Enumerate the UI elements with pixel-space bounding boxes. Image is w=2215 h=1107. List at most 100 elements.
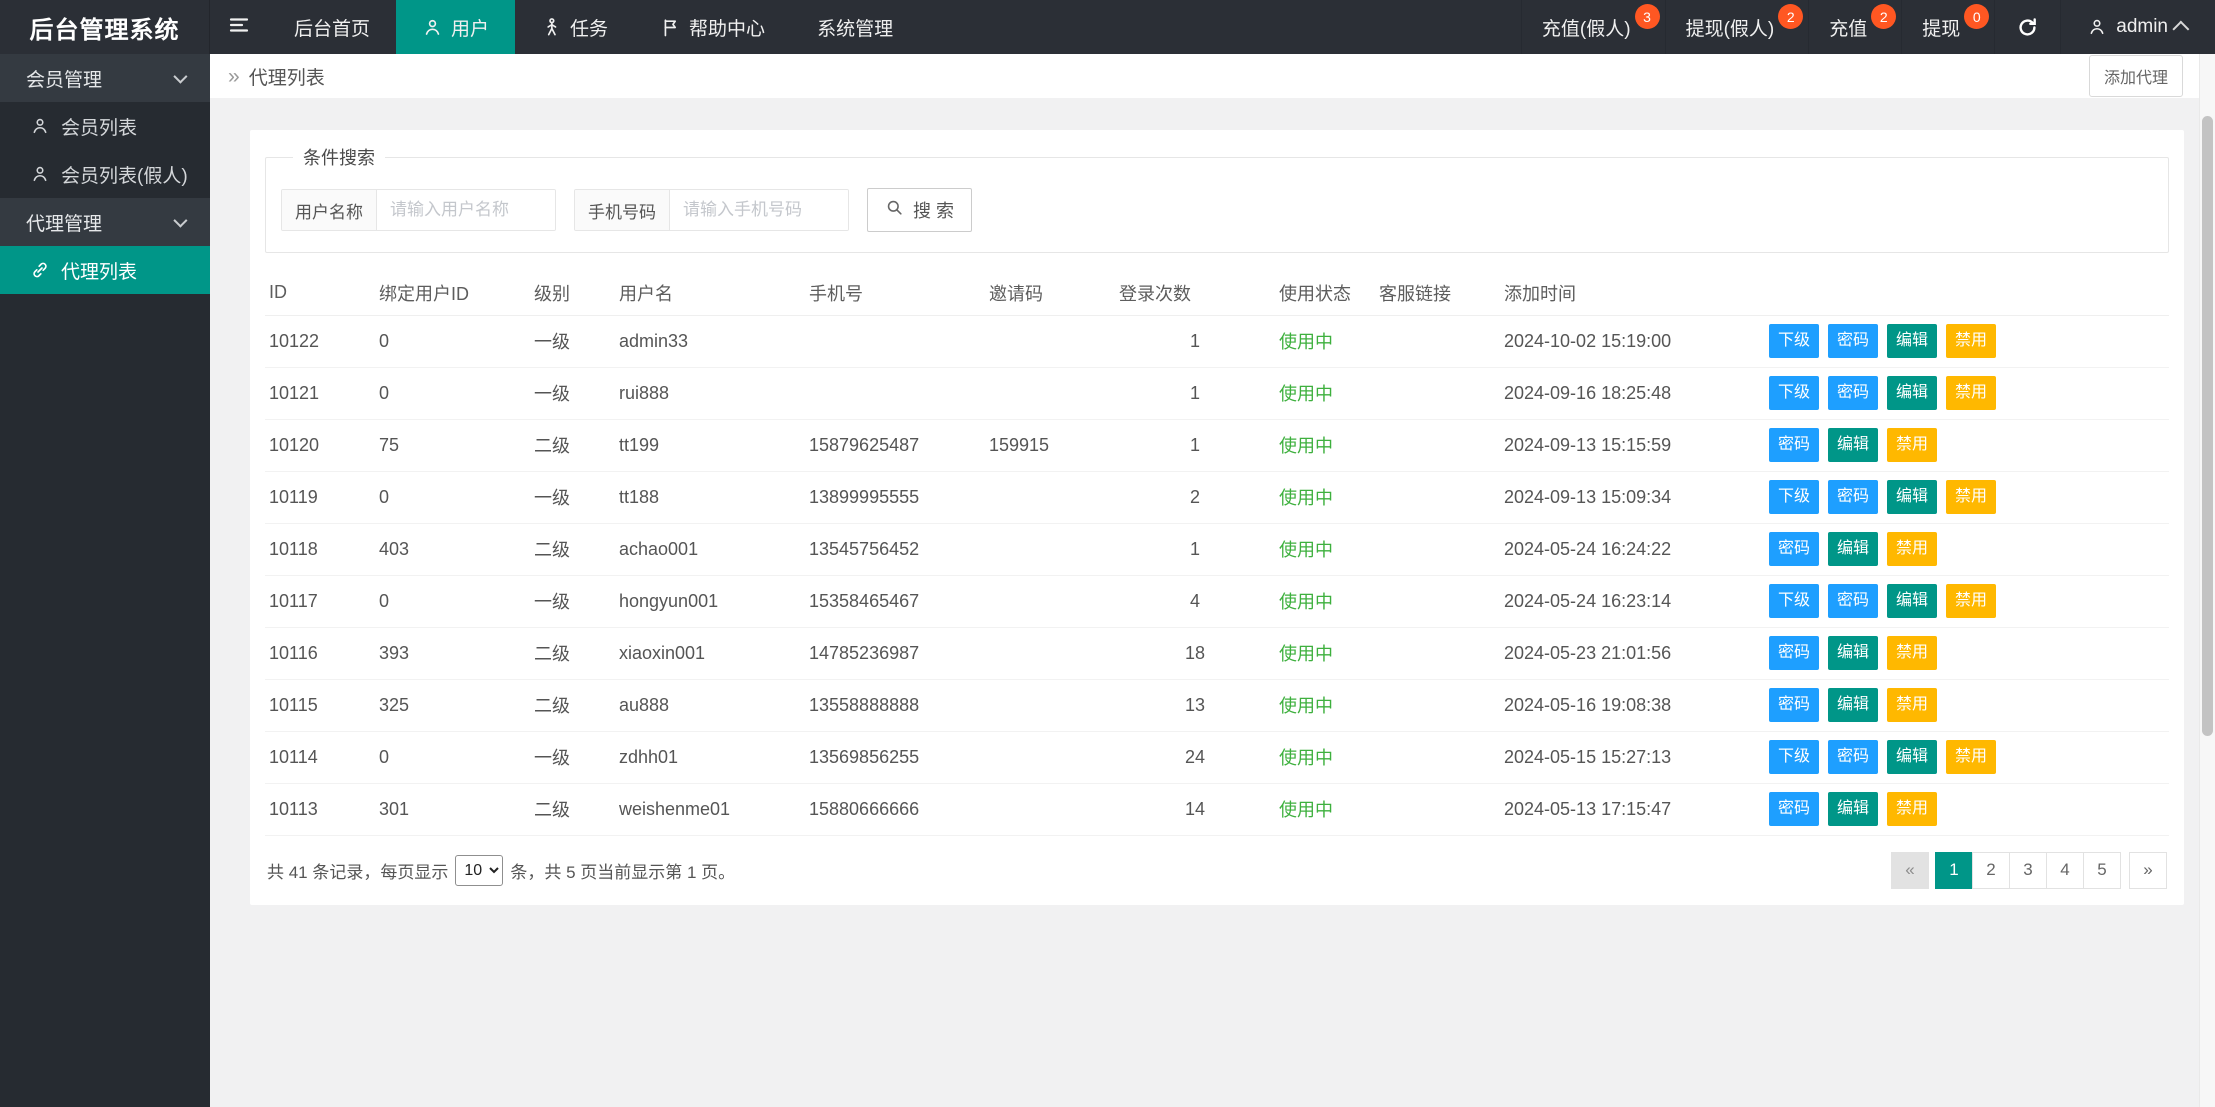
add-agent-button[interactable]: 添加代理 — [2088, 55, 2183, 97]
username-input[interactable] — [377, 190, 555, 230]
subordinate-button[interactable]: 下级 — [1769, 376, 1820, 410]
phone-field-label: 手机号码 — [575, 190, 670, 230]
nav-item-label: 充值(假人) — [1541, 18, 1631, 40]
password-button[interactable]: 密码 — [1828, 324, 1879, 358]
subordinate-button[interactable]: 下级 — [1769, 324, 1820, 358]
nav-item-label: 充值 — [1829, 18, 1868, 40]
password-button[interactable]: 密码 — [1769, 792, 1820, 826]
disable-button[interactable]: 禁用 — [1946, 480, 1997, 514]
disable-button[interactable]: 禁用 — [1887, 532, 1938, 566]
cell-status: 使用中 — [1275, 731, 1375, 784]
cell-id: 10113 — [265, 783, 375, 836]
pagination-bar: 共 41 条记录，每页显示 10 条，共 5 页当前显示第 1 页。 «1 2 3 4… — [265, 851, 2169, 889]
search-button[interactable]: 搜 索 — [867, 188, 973, 232]
cell-login_count: 2 — [1115, 471, 1275, 524]
password-button[interactable]: 密码 — [1828, 740, 1879, 774]
subordinate-button[interactable]: 下级 — [1769, 740, 1820, 774]
page-scrollbar[interactable] — [2199, 54, 2215, 1107]
table-row: 10113 301 二级 weishenme01 15880666666 14 使用中 202… — [265, 783, 2169, 836]
subordinate-button[interactable]: 下级 — [1769, 480, 1820, 514]
nav-item-recharge[interactable]: 充值 2 — [1808, 0, 1901, 54]
disable-button[interactable]: 禁用 — [1946, 584, 1997, 618]
user-menu[interactable]: admin — [2060, 0, 2215, 54]
page-button-page-2[interactable]: 2 — [1972, 851, 2010, 889]
disable-button[interactable]: 禁用 — [1946, 376, 1997, 410]
password-button[interactable]: 密码 — [1769, 636, 1820, 670]
password-button[interactable]: 密码 — [1828, 480, 1879, 514]
subordinate-button[interactable]: 下级 — [1769, 584, 1820, 618]
edit-button[interactable]: 编辑 — [1828, 688, 1879, 722]
edit-button[interactable]: 编辑 — [1887, 324, 1938, 358]
sidebar-group-member-management[interactable]: 会员管理 — [0, 54, 210, 102]
page-button-page-3[interactable]: 3 — [2009, 851, 2047, 889]
cell-id: 10121 — [265, 367, 375, 420]
user-icon — [30, 164, 50, 184]
cell-level: 二级 — [530, 419, 615, 472]
cell-actions: 下级 密码 编辑 禁用 — [1765, 315, 2169, 368]
edit-button[interactable]: 编辑 — [1828, 532, 1879, 566]
sidebar-item-member-list[interactable]: 会员列表 — [0, 102, 210, 150]
nav-item-recharge-fake[interactable]: 充值(假人) 3 — [1520, 0, 1665, 54]
phone-input[interactable] — [670, 190, 848, 230]
table-row: 10117 0 一级 hongyun001 15358465467 4 使用中 2024-05… — [265, 575, 2169, 628]
nav-item-system[interactable]: 系统管理 — [791, 0, 919, 54]
page-size-select[interactable]: 10 — [455, 854, 504, 886]
nav-item-withdraw-fake[interactable]: 提现(假人) 2 — [1664, 0, 1809, 54]
nav-item-label: 提现 — [1922, 18, 1961, 40]
page-button-page-1[interactable]: 1 — [1935, 851, 1973, 889]
table-row: 10118 403 二级 achao001 13545756452 1 使用中 2024-05… — [265, 523, 2169, 576]
column-header-login_count: 登录次数 — [1115, 271, 1275, 316]
edit-button[interactable]: 编辑 — [1887, 740, 1938, 774]
nav-item-tasks[interactable]: 任务 — [515, 0, 634, 54]
page-button-prev[interactable]: « — [1891, 851, 1929, 889]
cell-service_link — [1375, 679, 1500, 732]
status-badge: 使用中 — [1279, 644, 1333, 664]
cell-id: 10115 — [265, 679, 375, 732]
sidebar-toggle-button[interactable] — [210, 0, 268, 54]
password-button[interactable]: 密码 — [1769, 428, 1820, 462]
password-button[interactable]: 密码 — [1769, 688, 1820, 722]
cell-invite_code — [985, 627, 1115, 680]
status-badge: 使用中 — [1279, 436, 1333, 456]
nav-item-withdraw[interactable]: 提现 0 — [1901, 0, 1994, 54]
edit-button[interactable]: 编辑 — [1887, 376, 1938, 410]
search-panel: 条件搜索 用户名称 手机号码 搜 索 — [265, 144, 2169, 253]
edit-button[interactable]: 编辑 — [1887, 480, 1938, 514]
cell-invite_code — [985, 575, 1115, 628]
password-button[interactable]: 密码 — [1828, 376, 1879, 410]
cell-actions: 下级 密码 编辑 禁用 — [1765, 575, 2169, 628]
sidebar-group-agent-management[interactable]: 代理管理 — [0, 198, 210, 246]
disable-button[interactable]: 禁用 — [1946, 740, 1997, 774]
badge-count: 2 — [1871, 4, 1897, 29]
cell-username: tt199 — [615, 419, 805, 472]
password-button[interactable]: 密码 — [1769, 532, 1820, 566]
disable-button[interactable]: 禁用 — [1887, 636, 1938, 670]
disable-button[interactable]: 禁用 — [1887, 688, 1938, 722]
page-button-page-4[interactable]: 4 — [2046, 851, 2084, 889]
cell-service_link — [1375, 575, 1500, 628]
username-field-label: 用户名称 — [282, 190, 377, 230]
disable-button[interactable]: 禁用 — [1946, 324, 1997, 358]
edit-button[interactable]: 编辑 — [1828, 428, 1879, 462]
refresh-button[interactable] — [1994, 0, 2060, 54]
nav-item-help-center[interactable]: 帮助中心 — [634, 0, 791, 54]
edit-button[interactable]: 编辑 — [1828, 792, 1879, 826]
disable-button[interactable]: 禁用 — [1887, 428, 1938, 462]
scrollbar-thumb[interactable] — [2202, 116, 2213, 736]
password-button[interactable]: 密码 — [1828, 584, 1879, 618]
nav-item-home[interactable]: 后台首页 — [268, 0, 396, 54]
nav-item-users[interactable]: 用户 — [396, 0, 516, 54]
edit-button[interactable]: 编辑 — [1887, 584, 1938, 618]
edit-button[interactable]: 编辑 — [1828, 636, 1879, 670]
table-header-row: ID 绑定用户ID 级别 用户名 手机号 邀请码 登录次数 使用状态 客服链接 添加时间 — [265, 271, 2169, 316]
sidebar-item-agent-list[interactable]: 代理列表 — [0, 246, 210, 294]
cell-level: 一级 — [530, 315, 615, 368]
status-badge: 使用中 — [1279, 540, 1333, 560]
disable-button[interactable]: 禁用 — [1887, 792, 1938, 826]
cell-id: 10120 — [265, 419, 375, 472]
cell-bind_user_id: 0 — [375, 575, 530, 628]
table-row: 10122 0 一级 admin33 1 使用中 2024-10-02 15:19:00 下级… — [265, 315, 2169, 368]
page-button-next[interactable]: » — [2129, 851, 2167, 889]
page-button-page-5[interactable]: 5 — [2083, 851, 2121, 889]
sidebar-item-member-list-fake[interactable]: 会员列表(假人) — [0, 150, 210, 198]
